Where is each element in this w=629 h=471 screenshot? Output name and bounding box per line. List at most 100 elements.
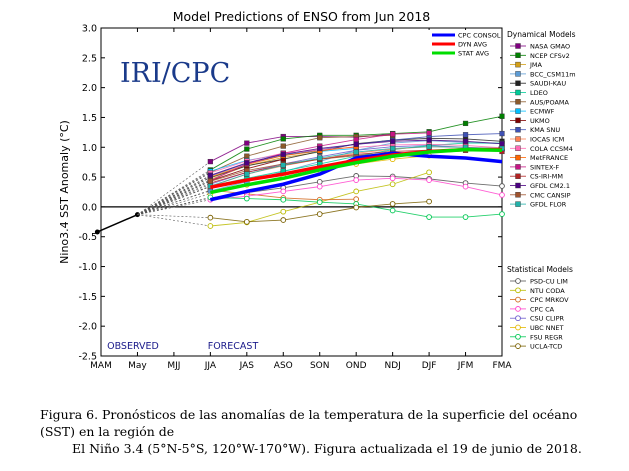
legend-swatch-marker (515, 182, 521, 189)
legend-swatch-marker (515, 173, 521, 179)
model-point (389, 175, 396, 182)
caption-line-1: Figura 6. Pronósticos de las anomalías d… (40, 407, 578, 439)
legend-swatch-marker (515, 80, 521, 86)
connector-line (137, 197, 211, 215)
legend-label: AUS/POAMA (530, 98, 569, 106)
model-point (426, 169, 432, 176)
y-tick-label: -1.5 (78, 292, 97, 303)
legend-label: UKMO (530, 117, 550, 125)
model-point (353, 136, 359, 143)
statistical-legend-title: Statistical Models (507, 265, 573, 274)
x-tick-label: ASO (274, 361, 293, 371)
connector-line (137, 185, 211, 215)
model-point (499, 130, 505, 137)
forecast-label: FORECAST (208, 341, 259, 352)
model-point (462, 120, 469, 127)
connector-line (137, 183, 211, 215)
model-point (243, 218, 250, 225)
legend-swatch-marker (515, 43, 521, 49)
legend-swatch-marker (515, 71, 521, 77)
caption-line-2: El Niño 3.4 (5°N-5°S, 120°W-170°W). Figu… (72, 441, 582, 456)
x-tick-label: JJA (204, 361, 217, 371)
model-point (317, 155, 323, 161)
connector-line (137, 161, 211, 215)
legend-label: NCEP CFSv2 (530, 52, 570, 60)
model-point (389, 201, 396, 207)
model-point (316, 211, 323, 217)
legend-swatch-marker (515, 333, 521, 340)
legend-swatch-marker (515, 164, 521, 170)
legend-swatch-marker (515, 278, 521, 284)
model-point (243, 195, 250, 202)
figure-caption: Figura 6. Pronósticos de las anomalías d… (40, 406, 600, 457)
y-axis-label: Nino3.4 SST Anomaly (°C) (58, 120, 71, 264)
model-point (353, 149, 359, 155)
connector-line (137, 175, 211, 215)
plot-frame (100, 27, 503, 357)
model-point (280, 196, 287, 203)
model-point (244, 160, 250, 166)
model-point (207, 158, 213, 165)
legend-label: UCLA-TCD (530, 343, 562, 351)
observed-line (97, 213, 138, 233)
model-point (426, 137, 432, 143)
model-point (280, 162, 286, 168)
legend-label: CMC CANSIP (530, 191, 571, 199)
model-point (207, 214, 214, 221)
model-point (389, 207, 396, 214)
legend-label: CPC MRKOV (530, 296, 569, 304)
connector-line (137, 180, 211, 215)
model-point (244, 171, 250, 177)
y-tick-label: 0.0 (82, 202, 97, 213)
chart-svg: Model Predictions of ENSO from Jun 2018 I… (58, 9, 576, 371)
model-point (499, 192, 505, 198)
legend-swatch-marker (515, 154, 521, 161)
legend-swatch-marker (515, 201, 521, 207)
model-point (280, 151, 286, 158)
stat-model-psd-cu-lim (137, 173, 505, 215)
legend-swatch-marker (515, 89, 521, 96)
y-tick-label: -0.5 (78, 232, 97, 243)
model-point (499, 183, 505, 189)
model-point (462, 132, 469, 138)
model-point (499, 211, 505, 217)
legend-label: CS-IRI-MM (530, 173, 563, 181)
legend-label: JMA (529, 61, 543, 69)
legend-swatch-marker (515, 145, 521, 152)
legend-swatch-marker (515, 324, 521, 331)
legend-label: ECMWF (530, 108, 555, 116)
model-point (207, 172, 213, 178)
average-legend-label: STAT AVG (458, 50, 489, 58)
x-tick-label: OND (346, 361, 367, 371)
legend-label: IOCAS ICM (530, 136, 564, 144)
x-tick-label: SON (310, 361, 330, 371)
model-point (207, 178, 213, 184)
y-tick-label: -1.0 (78, 262, 97, 273)
y-tick-label: 2.5 (82, 53, 97, 64)
y-tick-label: 0.5 (82, 173, 97, 184)
legend-swatch-marker (515, 192, 521, 198)
enso-chart: Model Predictions of ENSO from Jun 2018 I… (58, 9, 576, 371)
x-tick-label: JAS (239, 361, 255, 371)
legend-swatch-marker (515, 306, 521, 312)
legend-label: CSU CLIPR (530, 315, 564, 323)
legend-label: GFDL FLOR (530, 201, 567, 209)
average-legend-label: CPC CONSOL (458, 32, 501, 40)
legend-swatch-marker (515, 52, 521, 58)
observed-point (94, 229, 100, 235)
legend-label: BCC_CSM11m (530, 70, 576, 78)
stat-model-ucla-tcd (137, 198, 432, 225)
model-point (280, 188, 287, 195)
y-tick-label: -2.0 (78, 322, 97, 333)
avg-line-stat-avg (209, 147, 503, 195)
average-legend-label: DYN AVG (458, 41, 487, 49)
model-point (390, 131, 396, 137)
legend-swatch-marker (515, 315, 521, 322)
model-line (210, 134, 393, 173)
legend-label: GFDL CM2.1 (530, 182, 570, 190)
legend-label: SINTEX-F (530, 163, 559, 171)
x-tick-label: May (128, 361, 147, 371)
model-point (353, 141, 359, 147)
